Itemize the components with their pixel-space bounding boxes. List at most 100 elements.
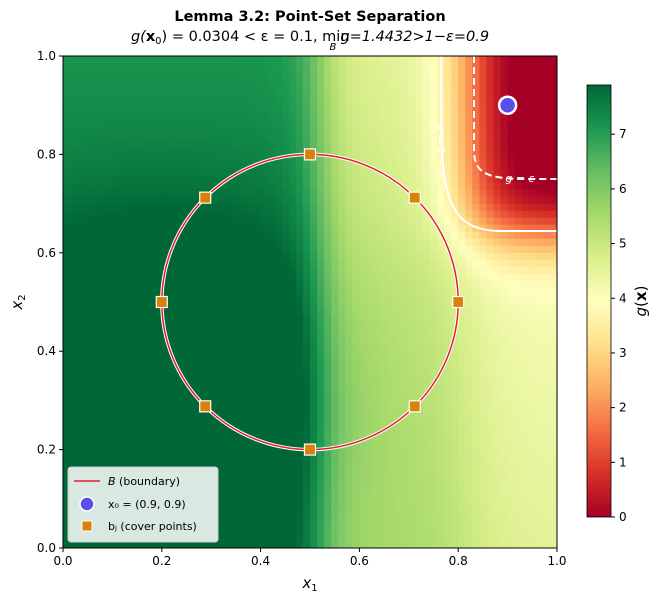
heat-cell bbox=[126, 435, 135, 444]
heat-cell bbox=[295, 140, 304, 148]
heat-cell bbox=[331, 224, 339, 233]
heat-cell bbox=[429, 91, 438, 99]
heat-cell bbox=[366, 337, 375, 345]
heat-cell bbox=[295, 196, 304, 205]
heat-cell bbox=[486, 323, 495, 331]
heat-cell bbox=[204, 168, 212, 177]
heat-cell bbox=[451, 154, 459, 163]
heat-cell bbox=[281, 84, 290, 92]
heat-cell bbox=[528, 316, 537, 324]
heat-cell bbox=[211, 252, 219, 261]
heat-cell bbox=[246, 414, 255, 423]
heat-cell bbox=[549, 84, 557, 92]
heat-cell bbox=[394, 316, 403, 324]
heat-cell bbox=[535, 210, 544, 219]
heat-cell bbox=[514, 540, 523, 548]
heat-cell bbox=[295, 351, 304, 359]
heat-cell bbox=[317, 56, 325, 64]
heat-cell bbox=[521, 196, 530, 205]
heat-cell bbox=[225, 273, 233, 282]
heat-cell bbox=[472, 337, 480, 345]
heat-cell bbox=[394, 266, 403, 275]
heat-cell bbox=[63, 287, 71, 296]
heat-cell bbox=[514, 168, 523, 177]
heat-cell bbox=[147, 456, 156, 465]
heat-cell bbox=[119, 414, 128, 423]
heat-cell bbox=[317, 526, 325, 535]
heat-cell bbox=[366, 182, 375, 191]
heat-cell bbox=[84, 70, 92, 78]
heat-cell bbox=[408, 259, 417, 268]
heat-cell bbox=[324, 344, 332, 352]
heat-cell bbox=[507, 84, 516, 92]
heat-cell bbox=[274, 280, 283, 289]
heat-cell bbox=[274, 259, 283, 268]
heat-cell bbox=[387, 287, 396, 296]
heat-cell bbox=[437, 456, 445, 465]
cover-point bbox=[199, 191, 212, 204]
heat-cell bbox=[295, 175, 304, 184]
heat-cell bbox=[168, 421, 177, 430]
heat-cell bbox=[274, 161, 283, 170]
heat-cell bbox=[380, 330, 389, 338]
heat-cell bbox=[91, 203, 99, 212]
heat-cell bbox=[147, 302, 156, 310]
heat-cell bbox=[84, 358, 92, 366]
heat-cell bbox=[218, 484, 226, 493]
heat-cell bbox=[161, 140, 170, 148]
heat-cell bbox=[197, 372, 205, 380]
heat-cell bbox=[415, 252, 424, 261]
heat-cell bbox=[549, 372, 557, 380]
heat-cell bbox=[112, 63, 121, 71]
heat-cell bbox=[429, 210, 438, 219]
heat-cell bbox=[535, 189, 544, 198]
heat-cell bbox=[479, 344, 488, 352]
heat-cell bbox=[415, 533, 424, 542]
heat-cell bbox=[232, 91, 241, 99]
heat-cell bbox=[535, 63, 544, 71]
heat-cell bbox=[267, 294, 276, 303]
heat-cell bbox=[429, 449, 438, 458]
heat-cell bbox=[133, 407, 142, 416]
heat-cell bbox=[479, 112, 488, 120]
heat-cell bbox=[486, 126, 495, 134]
heat-cell bbox=[472, 189, 480, 198]
heat-cell bbox=[437, 449, 445, 458]
heat-cell bbox=[401, 182, 410, 191]
heat-cell bbox=[98, 245, 106, 254]
heat-cell bbox=[324, 512, 332, 521]
heat-cell bbox=[500, 365, 509, 373]
heat-cell bbox=[549, 442, 557, 451]
heat-cell bbox=[437, 484, 445, 493]
heat-cell bbox=[218, 463, 226, 472]
heat-cell bbox=[479, 393, 488, 401]
heat-cell bbox=[246, 323, 255, 331]
heat-cell bbox=[472, 147, 480, 155]
heat-cell bbox=[211, 56, 219, 64]
heat-cell bbox=[310, 309, 318, 317]
heat-cell bbox=[168, 273, 177, 282]
heat-cell bbox=[84, 133, 92, 141]
heat-cell bbox=[70, 259, 78, 268]
heat-cell bbox=[493, 533, 502, 542]
heat-cell bbox=[175, 203, 184, 212]
heat-cell bbox=[105, 133, 113, 141]
heat-cell bbox=[380, 63, 389, 71]
heat-cell bbox=[119, 287, 128, 296]
heat-cell bbox=[98, 224, 106, 233]
heat-cell bbox=[451, 456, 459, 465]
heat-cell bbox=[472, 309, 480, 317]
heat-cell bbox=[260, 512, 269, 521]
heat-cell bbox=[514, 280, 523, 289]
heat-cell bbox=[401, 449, 410, 458]
heat-cell bbox=[133, 428, 142, 437]
heat-cell bbox=[465, 316, 473, 324]
heat-cell bbox=[521, 63, 530, 71]
heat-cell bbox=[91, 98, 99, 106]
heat-cell bbox=[507, 470, 516, 479]
heat-cell bbox=[182, 112, 191, 120]
heat-cell bbox=[373, 456, 382, 465]
heat-cell bbox=[507, 245, 516, 254]
heat-cell bbox=[310, 280, 318, 289]
heat-cell bbox=[140, 266, 149, 275]
